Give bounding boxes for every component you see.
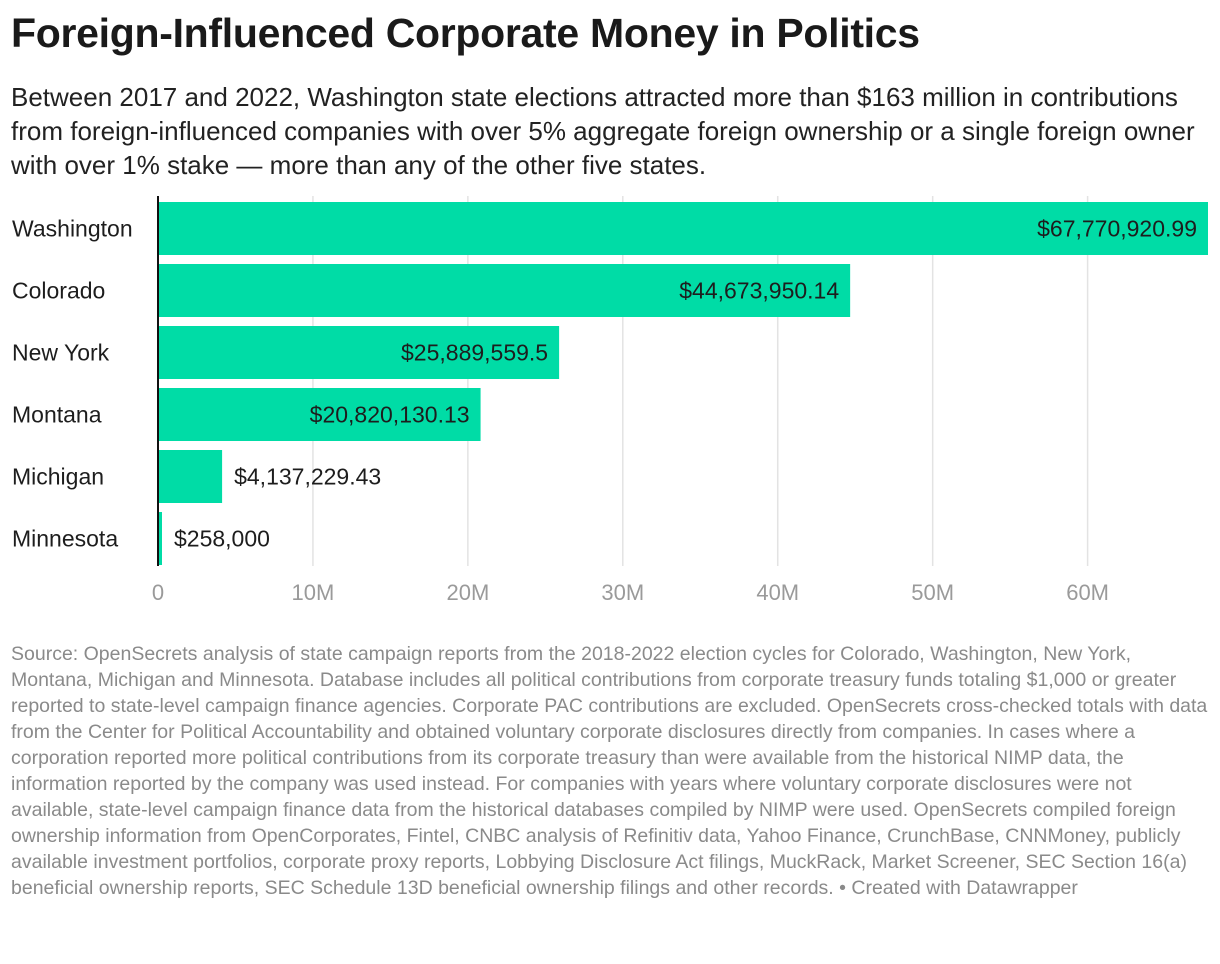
x-tick-label: 10M — [292, 580, 335, 605]
x-tick-label: 60M — [1066, 580, 1109, 605]
labels: 0 10M 20M 30M 40M 50M 60M Washington $67,770,920… — [12, 216, 1197, 606]
x-tick-label: 20M — [446, 580, 489, 605]
bar — [158, 512, 162, 565]
category-label: Montana — [12, 402, 102, 428]
data-label: $4,137,229.43 — [234, 464, 381, 490]
bar — [158, 388, 481, 441]
chart-subtitle: Between 2017 and 2022, Washington state … — [11, 82, 1195, 180]
x-tick-label: 30M — [601, 580, 644, 605]
bar — [158, 264, 851, 317]
gridlines — [312, 196, 1089, 566]
data-label: $67,770,920.99 — [1037, 216, 1197, 242]
chart-title: Foreign-Influenced Corporate Money in Po… — [11, 10, 920, 56]
x-tick-label: 40M — [756, 580, 799, 605]
category-label: Washington — [12, 216, 133, 242]
data-label: $44,673,950.14 — [679, 278, 839, 304]
data-label: $258,000 — [174, 526, 270, 552]
bar — [158, 202, 1208, 255]
data-label: $25,889,559.5 — [401, 340, 548, 366]
x-tick-label: 0 — [152, 580, 164, 605]
bar — [158, 450, 223, 503]
x-tick-label: 50M — [911, 580, 954, 605]
bars — [158, 202, 1208, 565]
source-notes: Source: OpenSecrets analysis of state ca… — [11, 643, 1208, 899]
category-label: Michigan — [12, 464, 104, 490]
data-label: $20,820,130.13 — [310, 402, 470, 428]
category-label: New York — [12, 340, 110, 366]
bar-chart: 0 10M 20M 30M 40M 50M 60M Washington $67,770,920… — [12, 196, 1208, 606]
bar — [158, 326, 560, 379]
category-label: Minnesota — [12, 526, 118, 552]
category-label: Colorado — [12, 278, 105, 304]
